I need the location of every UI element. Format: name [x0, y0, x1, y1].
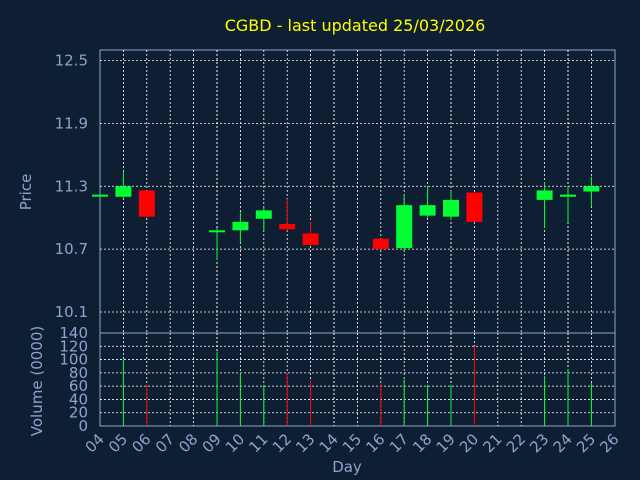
price-tick-label: 12.5	[55, 51, 88, 69]
chart-title: CGBD - last updated 25/03/2026	[225, 16, 486, 35]
x-ticks: 0405060708091011121314151617181920212223…	[82, 430, 623, 456]
x-tick-label: 13	[292, 430, 318, 456]
candle-body	[232, 221, 249, 231]
x-tick-label: 20	[456, 430, 482, 456]
candle-body	[396, 205, 413, 249]
candle-body	[372, 238, 389, 250]
x-tick-label: 08	[175, 430, 201, 456]
volume-grid	[100, 333, 615, 426]
x-tick-label: 17	[386, 430, 412, 456]
candle-body	[302, 233, 319, 245]
price-axis-label: Price	[17, 174, 35, 211]
candle-body	[536, 190, 553, 200]
volume-tick-label: 40	[69, 390, 88, 408]
volume-tick-label: 60	[69, 377, 88, 395]
x-tick-label: 19	[433, 430, 459, 456]
candle-body	[115, 186, 132, 197]
x-tick-label: 22	[503, 430, 529, 456]
price-tick-label: 11.9	[55, 114, 88, 132]
volume-tick-label: 140	[59, 324, 88, 342]
x-tick-label: 24	[550, 430, 576, 456]
x-tick-label: 10	[222, 430, 248, 456]
x-tick-label: 09	[199, 430, 225, 456]
candle-body	[209, 230, 225, 233]
x-tick-label: 26	[596, 430, 622, 456]
candle-body	[560, 194, 576, 197]
x-tick-label: 25	[573, 430, 599, 456]
volume-tick-label: 0	[78, 417, 88, 435]
x-tick-label: 23	[526, 430, 552, 456]
x-tick-label: 16	[362, 430, 388, 456]
x-tick-label: 12	[269, 430, 295, 456]
x-tick-label: 15	[339, 430, 365, 456]
candle-body	[255, 210, 272, 219]
x-tick-label: 18	[409, 430, 435, 456]
candle-body	[279, 223, 296, 230]
candle-body	[466, 192, 483, 222]
x-tick-label: 06	[128, 430, 154, 456]
price-tick-label: 10.7	[55, 240, 88, 258]
volume-bars	[122, 346, 592, 426]
x-axis-label: Day	[332, 458, 362, 476]
candle-body	[583, 186, 600, 192]
x-tick-label: 14	[316, 430, 342, 456]
candle-body	[138, 190, 155, 217]
x-tick-label: 07	[152, 430, 178, 456]
x-tick-label: 21	[479, 430, 505, 456]
x-tick-label: 11	[245, 430, 271, 456]
price-tick-label: 11.3	[55, 177, 88, 195]
candle-body	[419, 205, 436, 216]
volume-tick-label: 120	[59, 337, 88, 355]
volume-tick-label: 80	[69, 364, 88, 382]
candle-body	[443, 199, 459, 217]
volume-tick-label: 20	[69, 404, 88, 422]
price-y-ticks: 10.1 10.7 11.3 11.9 12.5	[55, 51, 88, 321]
volume-axis-label: Volume (0000)	[28, 326, 46, 436]
candles	[92, 171, 600, 260]
volume-tick-label: 100	[59, 351, 88, 369]
candle-body	[92, 194, 108, 197]
x-tick-label: 05	[105, 430, 131, 456]
price-tick-label: 10.1	[55, 303, 88, 321]
